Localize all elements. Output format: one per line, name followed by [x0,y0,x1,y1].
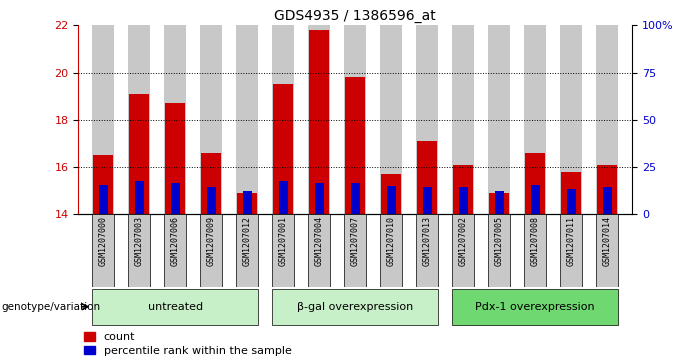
Bar [165,25,186,214]
Text: GSM1207006: GSM1207006 [171,216,180,266]
Bar [92,289,258,325]
Bar [380,214,403,287]
Bar [344,25,367,214]
Text: GSM1207014: GSM1207014 [602,216,612,266]
Text: GSM1207007: GSM1207007 [351,216,360,266]
Text: genotype/variation: genotype/variation [1,302,101,312]
Bar [129,94,150,214]
Bar [92,25,114,214]
Bar [524,214,546,287]
Bar [602,187,612,214]
Title: GDS4935 / 1386596_at: GDS4935 / 1386596_at [275,9,436,23]
Bar [597,165,617,214]
Legend: count, percentile rank within the sample: count, percentile rank within the sample [84,332,292,356]
Bar [423,187,432,214]
Bar [165,103,185,214]
Bar [171,184,180,214]
Text: GSM1207012: GSM1207012 [243,216,252,266]
Bar [495,191,504,214]
Bar [345,77,365,214]
Bar [309,30,329,214]
Bar [380,25,403,214]
Bar [526,153,545,214]
Bar [92,214,114,287]
Bar [129,214,150,287]
Text: GSM1207004: GSM1207004 [315,216,324,266]
Text: GSM1207003: GSM1207003 [135,216,144,266]
Bar [596,214,618,287]
Bar [596,25,618,214]
Bar [452,214,474,287]
Bar [237,214,258,287]
Bar [201,214,222,287]
Bar [351,184,360,214]
Bar [524,25,546,214]
Bar [381,174,401,214]
Bar [531,185,540,214]
Bar [566,189,576,214]
Text: Pdx-1 overexpression: Pdx-1 overexpression [475,302,595,312]
Text: β-gal overexpression: β-gal overexpression [297,302,413,312]
Text: GSM1207009: GSM1207009 [207,216,216,266]
Bar [237,193,257,214]
Text: GSM1207008: GSM1207008 [530,216,540,266]
Bar [416,214,438,287]
Text: untreated: untreated [148,302,203,312]
Text: GSM1207011: GSM1207011 [566,216,576,266]
Bar [237,25,258,214]
Text: GSM1207010: GSM1207010 [387,216,396,266]
Bar [459,187,468,214]
Bar [454,165,473,214]
Bar [560,214,582,287]
Bar [308,25,330,214]
Text: GSM1207002: GSM1207002 [459,216,468,266]
Text: GSM1207001: GSM1207001 [279,216,288,266]
Bar [418,141,437,214]
Bar [560,25,582,214]
Bar [387,186,396,214]
Bar [93,155,114,214]
Bar [273,289,438,325]
Bar [207,187,216,214]
Bar [135,181,144,214]
Text: GSM1207000: GSM1207000 [99,216,108,266]
Bar [452,25,474,214]
Bar [165,214,186,287]
Bar [488,214,510,287]
Bar [416,25,438,214]
Bar [488,25,510,214]
Bar [273,25,294,214]
Bar [243,191,252,214]
Bar [308,214,330,287]
Bar [273,85,293,214]
Bar [279,181,288,214]
Text: GSM1207013: GSM1207013 [423,216,432,266]
Bar [561,172,581,214]
Bar [344,214,367,287]
Bar [129,25,150,214]
Text: GSM1207005: GSM1207005 [495,216,504,266]
Bar [201,25,222,214]
Bar [452,289,618,325]
Bar [490,193,509,214]
Bar [315,184,324,214]
Bar [201,153,221,214]
Bar [99,185,108,214]
Bar [273,214,294,287]
